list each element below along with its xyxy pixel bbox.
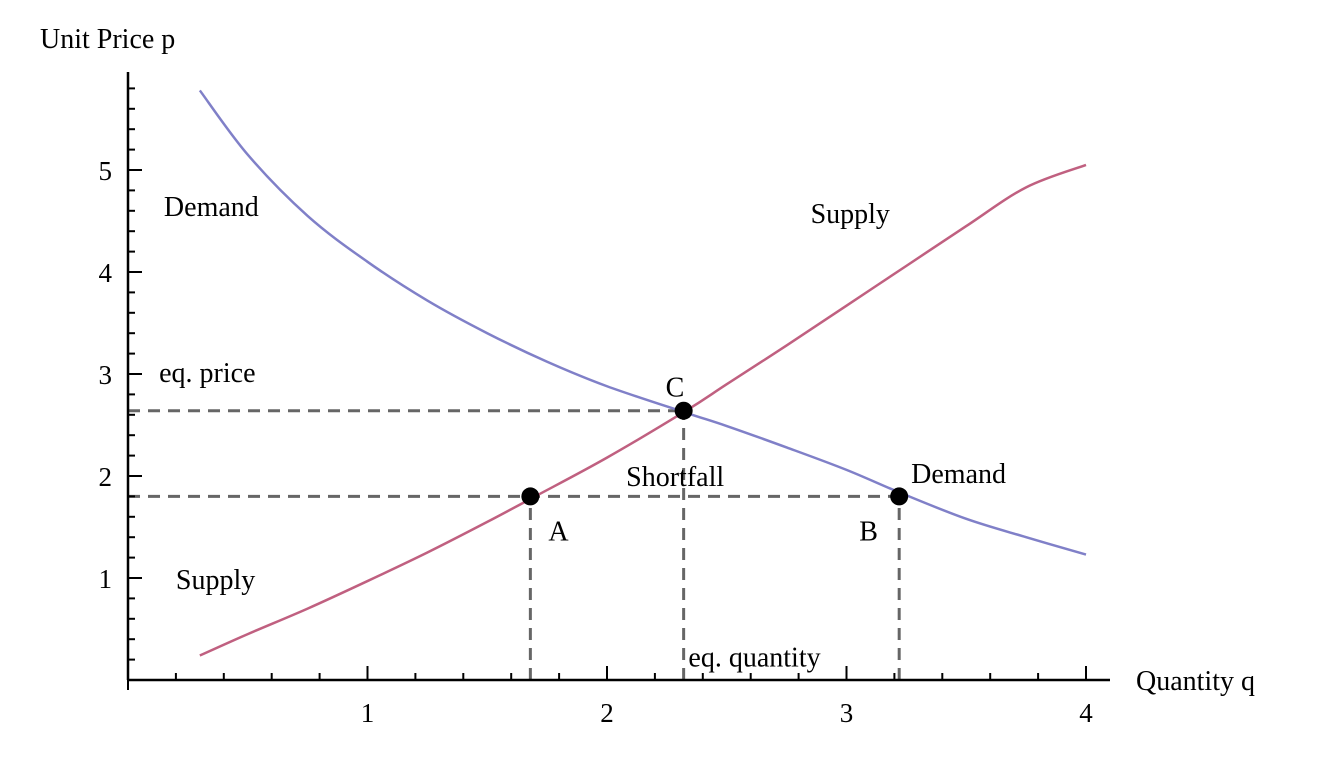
y-tick-label: 1 [99, 564, 113, 594]
x-tick-label: 1 [361, 698, 375, 728]
y-tick-label: 4 [99, 258, 113, 288]
annotation-label: Supply [176, 565, 255, 596]
annotation-label: Demand [164, 192, 259, 223]
series-line-supply [199, 163, 1087, 657]
annotation-label: Demand [911, 459, 1006, 490]
x-tick-label: 4 [1079, 698, 1093, 728]
axis-ticks: 1 2 3 4 1 2 3 4 5 [99, 87, 1093, 728]
point-c [674, 401, 693, 420]
x-tick-label: 2 [600, 698, 614, 728]
marked-points: A B C [521, 373, 909, 547]
annotation-label: Shortfall [626, 462, 724, 493]
axes [126, 72, 1110, 682]
annotations: Demand Supply eq. price Shortfall Demand Supp… [159, 192, 1006, 674]
point-label-b: B [859, 516, 878, 547]
point-label-a: A [548, 516, 569, 547]
chart-labels: Unit Price p Quantity q [40, 24, 1255, 697]
x-axis-label: Quantity q [1136, 666, 1255, 697]
point-label-c: C [666, 373, 685, 404]
y-tick-label: 3 [99, 360, 113, 390]
series-line-demand [198, 89, 1087, 556]
annotation-label: Supply [811, 199, 890, 230]
y-axis-label: Unit Price p [40, 24, 175, 55]
x-tick-label: 3 [840, 698, 854, 728]
series-curves [198, 89, 1087, 657]
annotation-label: eq. quantity [688, 643, 820, 674]
y-tick-label: 2 [99, 462, 113, 492]
point-b [890, 487, 909, 506]
reference-lines [128, 409, 901, 680]
y-tick-label: 5 [99, 156, 113, 186]
point-a [521, 487, 540, 506]
annotation-label: eq. price [159, 358, 255, 389]
